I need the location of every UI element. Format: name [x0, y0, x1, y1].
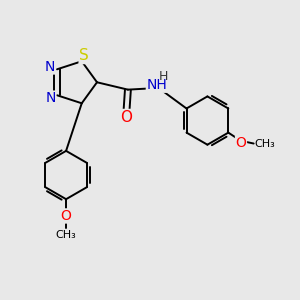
Text: O: O	[120, 110, 132, 124]
Text: N: N	[44, 60, 55, 74]
Text: CH₃: CH₃	[56, 230, 76, 240]
Text: N: N	[45, 91, 56, 105]
Text: O: O	[236, 136, 246, 150]
Text: NH: NH	[146, 78, 167, 92]
Text: H: H	[159, 70, 168, 83]
Text: S: S	[79, 49, 89, 64]
Text: O: O	[61, 209, 71, 223]
Text: CH₃: CH₃	[254, 139, 275, 148]
